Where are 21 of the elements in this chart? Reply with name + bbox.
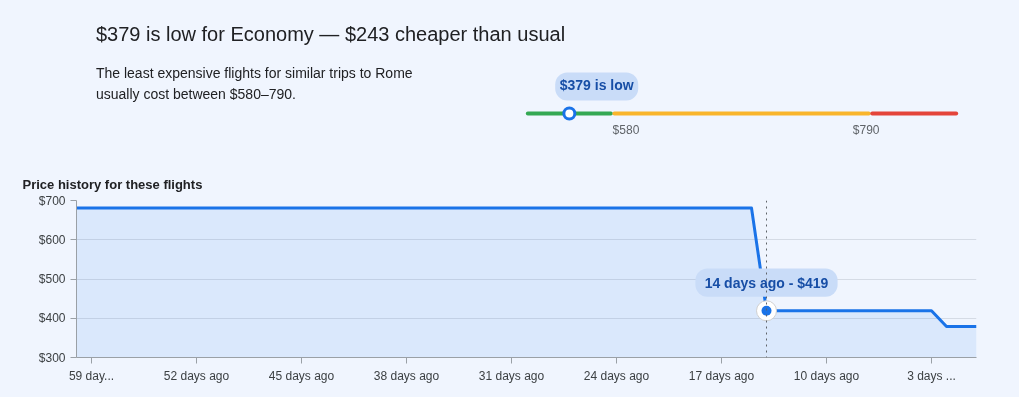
x-tick-label: 24 days ago xyxy=(583,368,650,383)
x-tick-label: 3 days ... xyxy=(907,368,956,383)
x-tick-label: 45 days ago xyxy=(268,368,335,383)
x-tick-label: 31 days ago xyxy=(478,368,545,383)
y-tick-label: $500 xyxy=(38,272,66,286)
x-tick-label: 10 days ago xyxy=(793,368,860,383)
y-tick-label: $400 xyxy=(38,311,66,326)
text: $379 is low xyxy=(559,76,634,93)
text: $790 xyxy=(852,122,880,137)
text: The least expensive flights for similar trips to Rome usually cost between $580–790. xyxy=(95,64,413,102)
annotation: 14 days ago - $419 xyxy=(704,274,829,291)
text: $580 xyxy=(612,122,640,137)
y-tick-label: $300 xyxy=(38,350,66,365)
chart-title: Price history for these flights xyxy=(22,176,203,192)
text: $379 is low for Economy — $243 cheaper than usual xyxy=(95,22,566,45)
y-tick-label: $600 xyxy=(38,232,66,247)
x-tick-label: 17 days ago xyxy=(688,368,755,383)
x-tick-label: 59 day... xyxy=(68,368,115,383)
x-tick-label: 38 days ago xyxy=(373,368,440,383)
x-tick-label: 52 days ago xyxy=(163,368,230,383)
y-tick-label: $700 xyxy=(38,193,66,208)
